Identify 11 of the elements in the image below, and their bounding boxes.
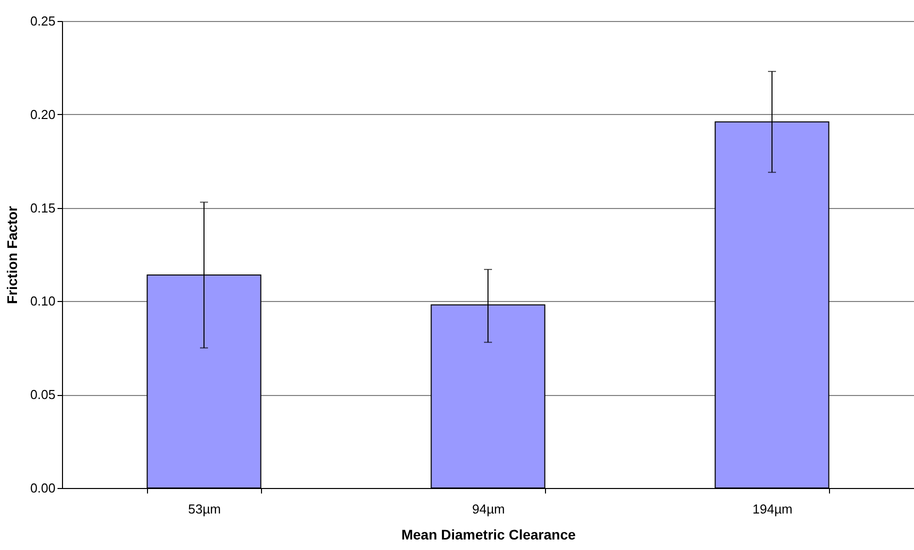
y-tick-label: 0.15	[30, 200, 56, 216]
y-tick-label: 0.20	[30, 106, 56, 122]
x-tick-label: 194µm	[752, 502, 793, 516]
y-axis-title: Friction Factor	[4, 205, 20, 304]
y-tick-label: 0.05	[30, 387, 56, 402]
x-tick-label: 53µm	[188, 502, 221, 516]
y-tick-label: 0.00	[30, 480, 56, 496]
x-tick-label: 94µm	[472, 502, 505, 516]
x-axis-title: Mean Diametric Clearance	[401, 526, 576, 542]
y-tick-label: 0.25	[30, 14, 56, 28]
y-tick-label: 0.10	[30, 294, 56, 309]
